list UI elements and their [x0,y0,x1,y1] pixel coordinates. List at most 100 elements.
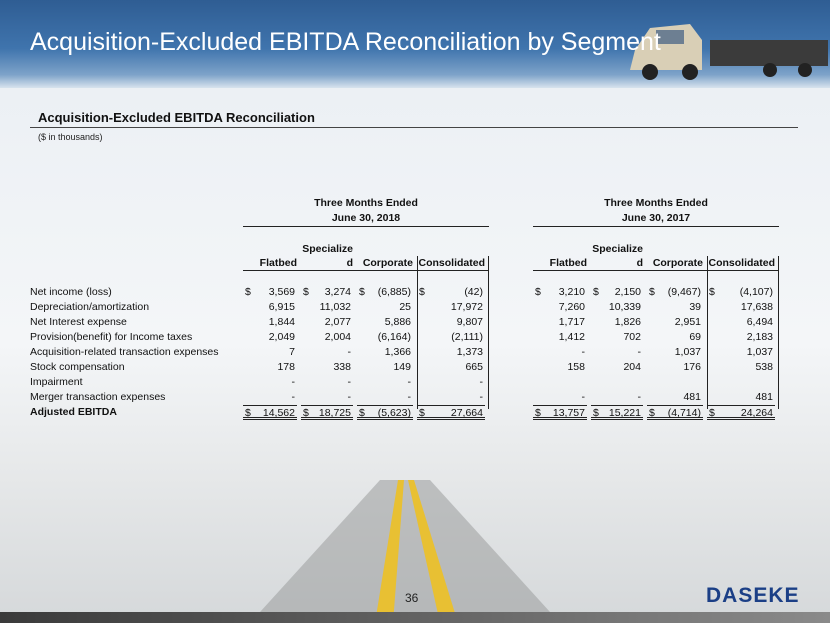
value-cell: - [417,390,485,405]
currency-sign: $ [535,286,541,298]
currency-sign: $ [535,407,541,419]
value-cell: 39 [647,300,703,315]
period-label: Three Months Ended [604,197,708,209]
value: 1,037 [746,346,773,358]
units-note: ($ in thousands) [38,132,103,142]
value: 18,725 [318,407,351,419]
currency-sign: $ [649,407,655,419]
value: 2,150 [614,286,641,298]
value: 3,569 [268,286,295,298]
slide-title: Acquisition-Excluded EBITDA Reconciliati… [30,28,661,56]
currency-sign: $ [245,407,251,419]
value: 6,915 [268,301,295,313]
row-label: Net Interest expense [30,316,127,328]
value-cell: 2,951 [647,315,703,330]
truck-image [630,24,828,80]
value-cell: 481 [647,390,703,405]
value-cell: - [591,345,643,360]
value: (4,107) [739,286,773,298]
value-cell: (6,164) [357,330,413,345]
value: - [479,376,484,388]
value-cell [707,375,775,390]
value-cell [591,375,643,390]
value: 338 [333,361,351,373]
value: - [291,391,296,403]
value-cell: 69 [647,330,703,345]
value: (42) [464,286,483,298]
value: 27,664 [450,407,483,419]
page-number: 36 [405,591,419,605]
value-cell: - [591,390,643,405]
currency-sign: $ [245,286,251,298]
column-header: Corporate [647,242,707,271]
value-cell: 6,915 [243,300,297,315]
value: 69 [689,331,701,343]
value-cell: - [417,375,485,390]
value-cell: $ (9,467) [647,285,703,300]
value-cell: 2,004 [301,330,353,345]
value-cell: 481 [707,390,775,405]
value-cell: 7 [243,345,297,360]
value-cell: 5,886 [357,315,413,330]
currency-sign: $ [359,286,365,298]
value-cell: 178 [243,360,297,375]
value-cell: 158 [533,360,587,375]
value: - [347,346,352,358]
value: 158 [567,361,585,373]
value: (4,714) [667,407,701,419]
value-cell [533,375,587,390]
currency-sign: $ [419,407,425,419]
currency-sign: $ [709,286,715,298]
row-label: Stock compensation [30,361,125,373]
value-cell: 665 [417,360,485,375]
value-cell: 538 [707,360,775,375]
value-cell: 149 [357,360,413,375]
column-header: Consolidated [417,242,489,271]
value-cell: $24,264 [707,405,775,420]
column-header: Consolidated [707,242,779,271]
value: - [479,391,484,403]
value: 2,951 [674,316,701,328]
value-cell: $ (4,714) [647,405,703,420]
value-cell: $2,150 [591,285,643,300]
value-cell: $ (4,107) [707,285,775,300]
value-cell: 1,826 [591,315,643,330]
value-cell: 2,049 [243,330,297,345]
value: 5,886 [384,316,411,328]
value: - [407,376,412,388]
value: 3,210 [558,286,585,298]
value: 178 [277,361,295,373]
value: (2,111) [451,331,483,343]
section-title: Acquisition-Excluded EBITDA Reconciliati… [38,110,315,125]
period-label: Three Months Ended [314,197,418,209]
value-cell: $ (5,623) [357,405,413,420]
value-cell: $3,210 [533,285,587,300]
value-cell: $14,562 [243,405,297,420]
value: 11,032 [319,301,351,313]
value: 1,373 [456,346,483,358]
column-header: Specialized [591,242,647,271]
value-cell: $ (42) [417,285,485,300]
value-cell: 1,717 [533,315,587,330]
value: 10,339 [608,301,641,313]
value: 538 [755,361,773,373]
value: - [291,376,296,388]
value: 2,004 [324,331,351,343]
value-cell: 1,037 [707,345,775,360]
value-cell: 25 [357,300,413,315]
value-cell: - [243,390,297,405]
value-cell: 1,037 [647,345,703,360]
row-label: Acquisition-related transaction expenses [30,346,219,358]
value: - [637,391,642,403]
value: - [637,346,642,358]
currency-sign: $ [593,407,599,419]
value-cell: 1,373 [417,345,485,360]
value-cell: - [357,375,413,390]
value-cell: $ (6,885) [357,285,413,300]
value: 1,844 [268,316,295,328]
column-header: Flatbed [243,242,301,271]
value-cell: - [243,375,297,390]
value: 1,826 [614,316,641,328]
currency-sign: $ [419,286,425,298]
